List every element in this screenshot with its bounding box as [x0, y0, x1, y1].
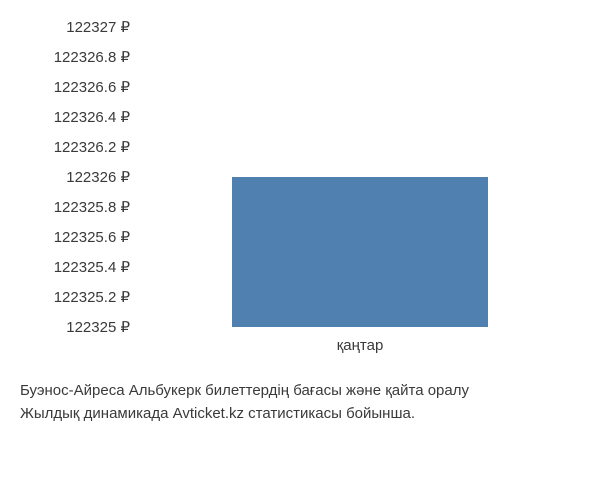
- x-tick-label: қаңтар: [337, 337, 384, 354]
- y-tick-label: 122326 ₽: [66, 168, 130, 186]
- y-tick-label: 122325.6 ₽: [54, 228, 130, 246]
- y-tick-label: 122326.4 ₽: [54, 108, 130, 126]
- y-axis: 122327 ₽122326.8 ₽122326.6 ₽122326.4 ₽12…: [20, 27, 130, 327]
- y-tick-label: 122325.4 ₽: [54, 258, 130, 276]
- y-tick-label: 122326.8 ₽: [54, 48, 130, 66]
- caption-line-1: Буэнос-Айреса Альбукерк билеттердің баға…: [20, 382, 469, 399]
- plot-area: [140, 27, 580, 327]
- chart-caption: Буэнос-Айреса Альбукерк билеттердің баға…: [20, 379, 582, 426]
- y-tick-label: 122325.8 ₽: [54, 198, 130, 216]
- chart-container: 122327 ₽122326.8 ₽122326.6 ₽122326.4 ₽12…: [20, 27, 580, 367]
- y-tick-label: 122326.6 ₽: [54, 78, 130, 96]
- y-tick-label: 122326.2 ₽: [54, 138, 130, 156]
- y-tick-label: 122327 ₽: [66, 18, 130, 36]
- bar: [232, 177, 487, 327]
- y-tick-label: 122325.2 ₽: [54, 288, 130, 306]
- y-tick-label: 122325 ₽: [66, 318, 130, 336]
- caption-line-2: Жылдық динамикада Avticket.kz статистика…: [20, 405, 415, 422]
